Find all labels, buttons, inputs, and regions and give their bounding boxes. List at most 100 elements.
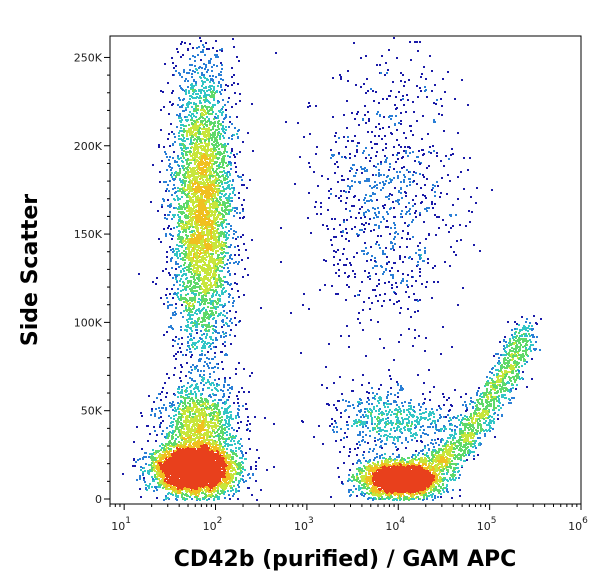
event-dot [181,76,183,78]
event-dot [189,238,191,240]
event-dot [207,244,209,246]
event-dot [260,307,262,309]
event-dot [200,195,202,197]
event-dot [186,269,188,271]
event-dot [205,64,207,66]
event-dot [178,274,180,276]
event-dot [175,358,177,360]
event-dot [192,183,194,185]
event-dot [212,175,214,177]
event-dot [193,245,195,247]
event-dot [202,228,204,230]
event-dot [216,140,218,142]
event-dot [199,133,201,135]
event-dot [195,193,197,195]
event-dot [214,147,216,149]
event-dot [143,479,145,481]
event-dot [244,268,246,270]
event-dot [204,239,206,241]
event-dot [186,135,188,137]
event-dot [163,303,165,305]
event-dot [191,249,193,251]
event-dot [165,181,167,183]
event-dot [191,106,193,108]
event-dot [167,301,169,303]
event-dot [192,364,194,366]
event-dot [199,274,201,276]
event-dot [247,274,249,276]
event-dot [170,325,172,327]
event-dot [171,267,173,269]
event-dot [203,128,205,130]
event-dot [201,74,203,76]
event-dot [215,240,217,242]
event-dot [235,373,237,375]
event-dot [215,113,217,115]
event-dot [193,80,195,82]
event-dot [228,296,230,298]
event-dot [199,271,201,273]
event-dot [214,210,216,212]
event-dot [185,147,187,149]
event-dot [223,336,225,338]
event-dot [180,296,182,298]
event-dot [165,268,167,270]
event-dot [228,211,230,213]
event-dot [192,260,194,262]
event-dot [223,131,225,133]
event-dot [252,150,254,152]
event-dot [179,99,181,101]
event-dot [198,167,200,169]
event-dot [198,97,200,99]
event-dot [221,166,223,168]
event-dot [179,280,181,282]
event-dot [233,82,235,84]
event-dot [160,241,162,243]
event-dot [210,134,212,136]
event-dot [186,133,188,135]
event-dot [255,468,257,470]
event-dot [217,117,219,119]
event-dot [191,122,193,124]
event-dot [213,265,215,267]
event-dot [201,246,203,248]
event-dot [212,367,214,369]
event-dot [179,216,181,218]
event-dot [214,230,216,232]
event-dot [218,274,220,276]
event-dot [221,244,223,246]
event-dot [198,317,200,319]
event-dot [195,293,197,295]
event-dot [216,264,218,266]
event-dot [193,110,195,112]
event-dot [206,94,208,96]
event-dot [172,103,174,105]
event-dot [210,338,212,340]
event-dot [164,217,166,219]
event-dot [163,106,165,108]
event-dot [206,230,208,232]
event-dot [231,288,233,290]
event-dot [214,104,216,106]
event-dot [211,199,213,201]
event-dot [176,48,178,50]
event-dot [197,320,199,322]
event-dot [191,297,193,299]
event-dot [223,333,225,335]
event-dot [172,157,174,159]
event-dot [235,171,237,173]
event-dot [222,121,224,123]
event-dot [204,184,206,186]
event-dot [204,313,206,315]
event-dot [212,128,214,130]
event-dot [208,358,210,360]
event-dot [223,267,225,269]
event-dot [242,174,244,176]
event-dot [201,159,203,161]
event-dot [213,239,215,241]
event-dot [174,187,176,189]
event-dot [182,297,184,299]
event-dot [206,357,208,359]
event-dot [178,223,180,225]
event-dot [178,135,180,137]
